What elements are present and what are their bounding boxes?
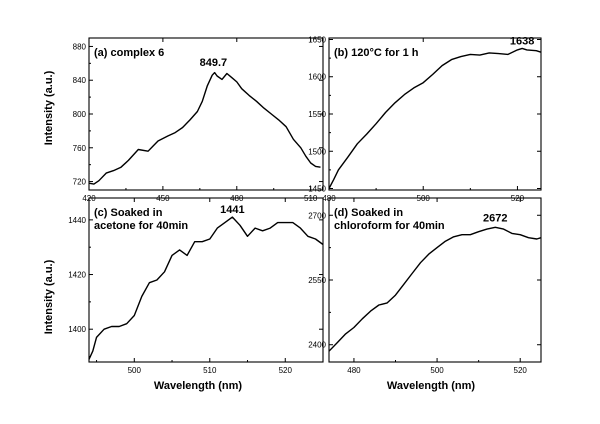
- y-tick-label: 2400: [308, 341, 326, 350]
- y-tick-label: 760: [73, 144, 87, 153]
- x-axis-title-right: Wavelength (nm): [387, 380, 476, 392]
- panel-label: (d) Soaked in: [334, 207, 403, 219]
- y-tick-label: 1650: [308, 35, 326, 44]
- y-axis-title-top: Intensity (a.u.): [43, 70, 55, 145]
- panel-d: 480 500 520 2400 2550 2700 (d) Soaked inchloro…: [308, 197, 542, 375]
- y-tick-label: 1440: [68, 216, 86, 225]
- spectrum-line: [88, 71, 321, 185]
- peak-annotation: 2672: [483, 212, 507, 224]
- y-tick-label: 1400: [68, 325, 86, 334]
- plot-frame: [328, 37, 542, 191]
- y-tick-label: 800: [73, 110, 87, 119]
- x-tick-label: 480: [347, 366, 361, 375]
- y-tick-label: 1550: [308, 110, 326, 119]
- peak-annotation: 849.7: [200, 57, 228, 69]
- panel-label: acetone for 40min: [94, 220, 188, 232]
- x-tick-label: 520: [279, 366, 293, 375]
- x-tick-label: 500: [128, 366, 142, 375]
- spectrum-line: [328, 47, 542, 189]
- panel-label: (c) Soaked in: [94, 207, 163, 219]
- x-tick-label: 500: [430, 366, 444, 375]
- y-tick-label: 1450: [308, 185, 326, 194]
- y-tick-label: 1420: [68, 271, 86, 280]
- y-tick-label: 840: [73, 76, 87, 85]
- y-tick-label: 2700: [308, 211, 326, 220]
- y-axis-title-bottom: Intensity (a.u.): [43, 259, 55, 334]
- x-axis-title-left: Wavelength (nm): [154, 380, 243, 392]
- y-tick-label: 1600: [308, 73, 326, 82]
- peak-annotation: 1441: [220, 204, 244, 216]
- peak-annotation: 1638: [510, 35, 534, 47]
- spectrum-line: [328, 226, 542, 352]
- y-tick-label: 2550: [308, 276, 326, 285]
- y-tick-label: 880: [73, 42, 87, 51]
- panel-label: (a) complex 6: [94, 47, 164, 59]
- spectrum-line: [88, 216, 324, 360]
- panel-c: 500 510 520 1400 1420 1440 (c) Soaked inaceton…: [68, 197, 324, 375]
- panel-label: (b) 120°C for 1 h: [334, 47, 419, 59]
- x-tick-label: 510: [203, 366, 217, 375]
- x-tick-label: 520: [514, 366, 528, 375]
- y-tick-label: 1500: [308, 147, 326, 156]
- panel-label: chloroform for 40min: [334, 220, 445, 232]
- y-tick-label: 720: [73, 178, 87, 187]
- plot-frame: [88, 197, 324, 363]
